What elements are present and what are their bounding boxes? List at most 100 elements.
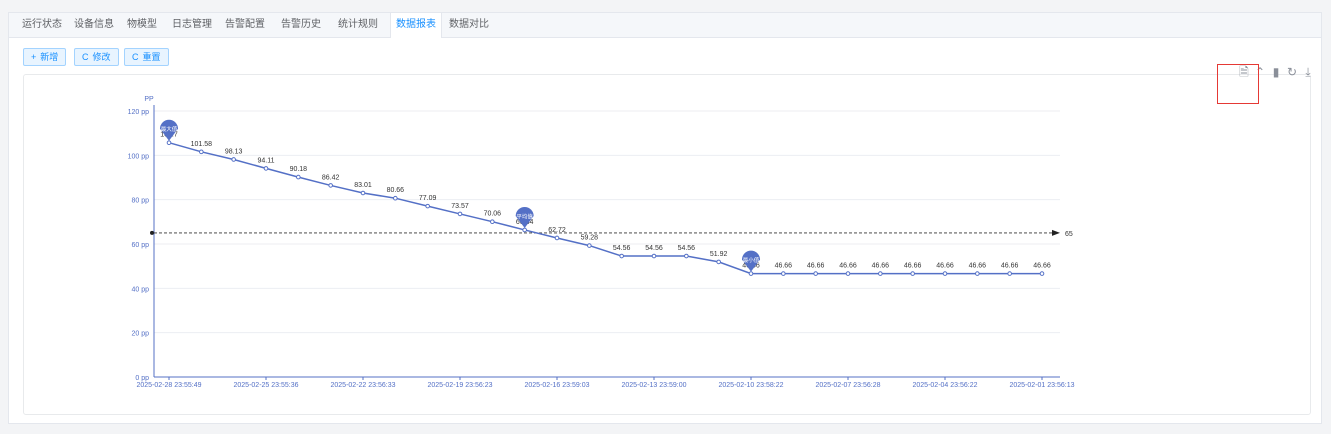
data-point (425, 203, 430, 209)
data-point (910, 271, 915, 276)
data-point (490, 219, 495, 225)
data-label: 54.56 (645, 245, 663, 252)
data-label: 73.57 (451, 203, 469, 210)
data-label: 46.66 (936, 263, 954, 270)
refresh-icon: C (132, 52, 139, 62)
data-label: 80.66 (387, 187, 405, 194)
data-point (975, 271, 980, 276)
highlight-box (1217, 64, 1259, 104)
data-point (166, 140, 172, 145)
tab-2[interactable]: 物模型 (127, 19, 157, 30)
markline-arrow (1052, 229, 1060, 236)
data-label: 98.13 (225, 148, 243, 155)
x-tick-label: 2025-02-04 23:56:22 (913, 382, 978, 389)
tab-bar: 运行状态 设备信息 物模型 日志管理 告警配置 告警历史 统计规则 数据报表 数据对比 (9, 13, 1321, 38)
line-chart-icon[interactable]: ⌃ (1254, 65, 1266, 79)
bar-chart-icon[interactable]: ▮ (1272, 65, 1280, 79)
data-label: 46.66 (1001, 263, 1019, 270)
data-label: 70.06 (484, 211, 502, 218)
data-point (878, 271, 883, 276)
data-point (1039, 271, 1045, 276)
y-tick-label: 20 pp (131, 331, 149, 338)
tab-3[interactable]: 日志管理 (172, 19, 212, 30)
restore-icon[interactable]: ↻ (1286, 65, 1298, 79)
data-point (1007, 271, 1012, 276)
data-label: 46.66 (1033, 263, 1051, 270)
data-point (748, 271, 754, 276)
tab-0[interactable]: 运行状态 (22, 19, 62, 30)
data-label: 54.56 (678, 245, 696, 252)
data-label: 101.58 (191, 141, 213, 148)
reset-button[interactable]: C 重置 (124, 48, 169, 66)
data-point (684, 253, 689, 259)
data-point (845, 271, 851, 276)
data-label: 77.09 (419, 195, 437, 202)
data-label: 46.66 (904, 263, 922, 270)
tab-6[interactable]: 统计规则 (338, 19, 378, 30)
y-axis-name: PP (144, 96, 154, 103)
data-point (263, 166, 269, 171)
y-tick-label: 120 pp (128, 109, 150, 116)
data-label: 46.66 (969, 263, 987, 270)
data-point (942, 271, 948, 276)
x-tick-label: 2025-02-19 23:56:23 (428, 382, 493, 389)
data-label: 46.66 (775, 263, 793, 270)
series-line (168, 141, 1042, 275)
data-point (457, 211, 463, 217)
x-tick-label: 2025-02-28 23:55:49 (137, 382, 202, 389)
x-tick-label: 2025-02-10 23:58:22 (719, 382, 784, 389)
add-button[interactable]: + 新增 (23, 48, 67, 66)
markpoint-pin (160, 119, 178, 141)
data-point (360, 190, 366, 196)
data-label: 62.72 (548, 227, 566, 234)
data-point (231, 157, 236, 162)
tab-8[interactable]: 数据对比 (449, 19, 489, 30)
markpoint-pin (515, 206, 534, 228)
tab-7[interactable]: 数据报表 (390, 13, 442, 38)
y-tick-label: 60 pp (131, 242, 149, 249)
data-point (781, 271, 786, 276)
markline-label: 65 (1065, 231, 1073, 238)
tab-1[interactable]: 设备信息 (74, 19, 114, 30)
plus-icon: + (31, 52, 37, 62)
x-tick-label: 2025-02-22 23:56:33 (331, 382, 396, 389)
data-point (199, 149, 204, 155)
data-label: 90.18 (290, 166, 308, 173)
x-tick-label: 2025-02-25 23:55:36 (234, 382, 299, 389)
data-label: 51.92 (710, 251, 728, 258)
y-tick-label: 40 pp (131, 286, 149, 293)
data-label: 59.28 (581, 235, 599, 242)
data-point (328, 183, 333, 188)
markline-start (150, 230, 154, 235)
tab-5[interactable]: 告警历史 (281, 19, 321, 30)
data-label: 46.66 (872, 263, 890, 270)
data-label: 83.01 (354, 182, 372, 189)
x-tick-label: 2025-02-01 23:56:13 (1010, 382, 1075, 389)
chart-container: 0 pp 20 pp 40 pp 60 pp 80 pp 100 pp 120 pp PP 20… (23, 74, 1311, 415)
download-icon[interactable]: ⤓ (1305, 65, 1311, 79)
data-point (587, 243, 592, 248)
data-label: 54.56 (613, 245, 631, 252)
report-panel: 运行状态 设备信息 物模型 日志管理 告警配置 告警历史 统计规则 数据报表 数据对比 + 新增 … (8, 12, 1322, 424)
line-chart: 0 pp 20 pp 40 pp 60 pp 80 pp 100 pp 120 pp PP 20… (128, 96, 1075, 389)
markpoint-pin (742, 250, 760, 272)
data-view-icon[interactable]: 🗎 (1239, 65, 1249, 79)
data-label: 46.66 (839, 263, 857, 270)
markpoint-label: 最大值 (161, 125, 178, 133)
data-point (393, 195, 398, 201)
data-point (554, 235, 560, 241)
data-label: 94.11 (258, 157, 275, 164)
y-tick-label: 0 pp (135, 375, 149, 382)
data-point (296, 174, 301, 180)
markpoint-label: 平均值 (516, 212, 533, 220)
edit-button[interactable]: C 修改 (74, 48, 119, 66)
data-point (716, 259, 721, 265)
y-tick-label: 100 pp (128, 153, 150, 160)
tab-4[interactable]: 告警配置 (225, 19, 265, 30)
x-tick-label: 2025-02-07 23:56:28 (816, 382, 881, 389)
data-point (813, 271, 818, 276)
data-point (651, 253, 657, 259)
x-tick-label: 2025-02-13 23:59:00 (622, 382, 687, 389)
data-label: 86.42 (322, 174, 340, 181)
x-tick-label: 2025-02-16 23:59:03 (525, 382, 590, 389)
